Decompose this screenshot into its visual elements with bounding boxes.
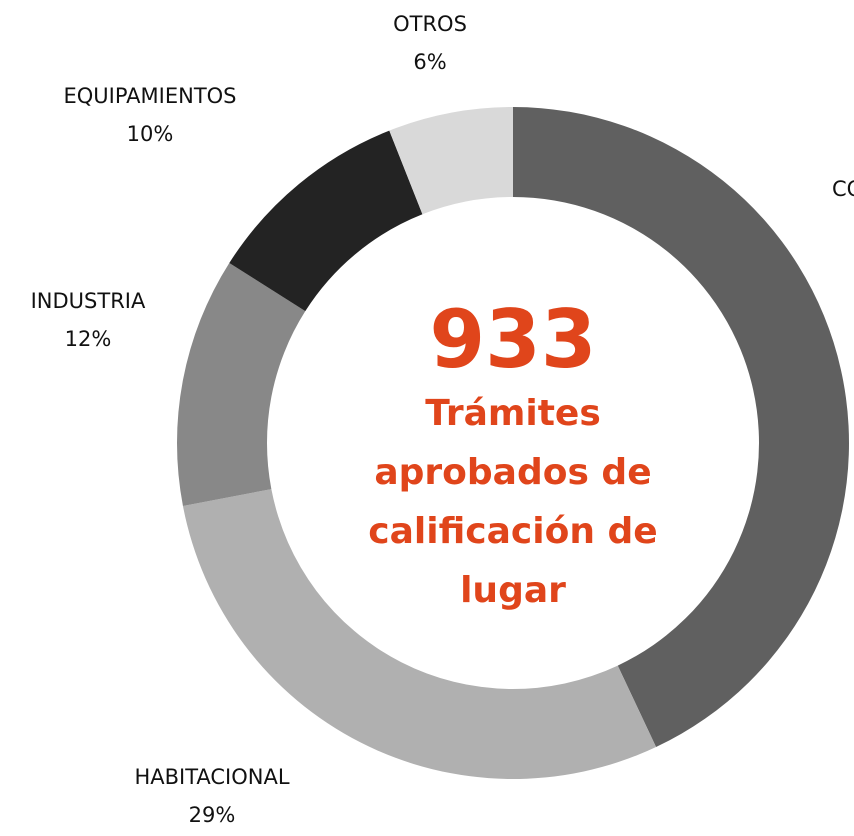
slice-label: OTROS (393, 12, 467, 36)
donut-slice (513, 107, 849, 748)
slice-label: CO (832, 177, 854, 201)
donut-slice (176, 262, 306, 506)
slice-value-label: 12% (65, 327, 112, 351)
center-value: 933 (430, 293, 597, 386)
slice-label: EQUIPAMIENTOS (63, 84, 236, 108)
slice-label: INDUSTRIA (31, 289, 146, 313)
center-text: Trámites (425, 393, 601, 434)
center-text: calificación de (368, 511, 657, 552)
slice-label: HABITACIONAL (134, 765, 289, 789)
slice-value-label: 29% (189, 803, 236, 827)
slice-value-label: 6% (413, 50, 446, 74)
slice-value-label: 10% (127, 122, 174, 146)
center-text: aprobados de (374, 452, 651, 493)
donut-slice (229, 130, 423, 312)
center-text: lugar (460, 570, 566, 611)
donut-slice (389, 107, 513, 215)
donut-slice (182, 489, 657, 779)
